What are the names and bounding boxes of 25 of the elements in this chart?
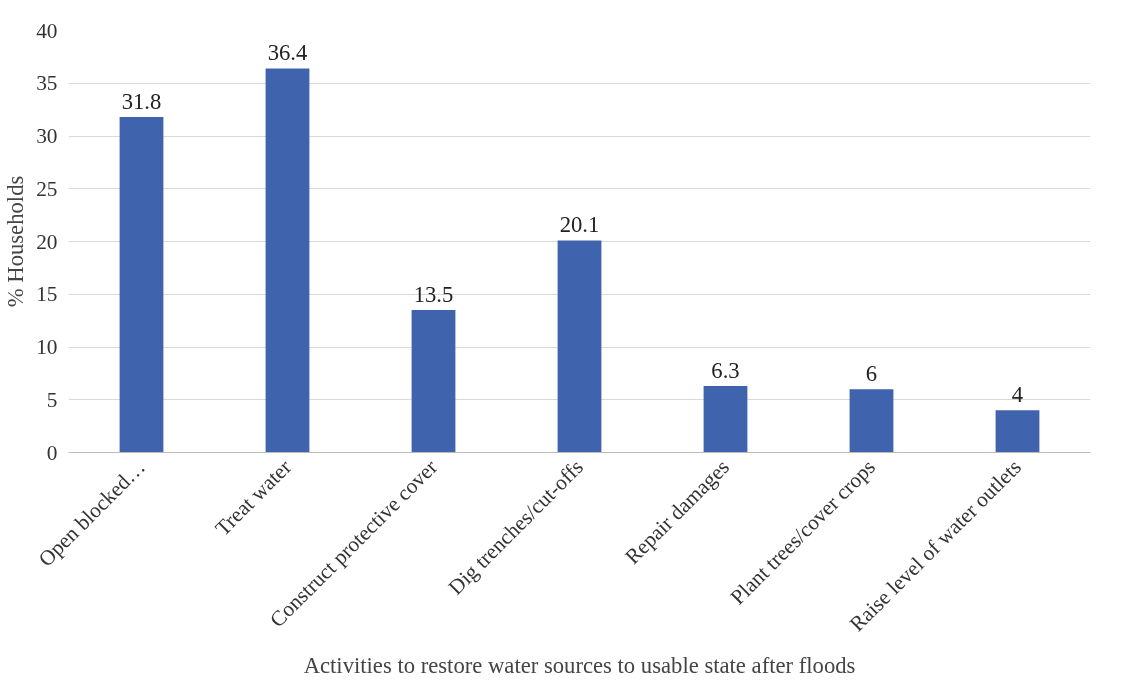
y-tick-label: 40 bbox=[36, 18, 58, 43]
y-tick-label: 20 bbox=[36, 229, 58, 254]
data-label: 6 bbox=[865, 361, 878, 387]
y-tick-label: 10 bbox=[36, 335, 58, 359]
bar bbox=[119, 117, 164, 453]
data-label: 13.5 bbox=[413, 282, 454, 308]
bar bbox=[995, 410, 1040, 453]
bar bbox=[703, 386, 748, 453]
data-label: 36.4 bbox=[267, 40, 308, 66]
y-tick-label: 0 bbox=[46, 440, 58, 465]
bar bbox=[265, 68, 310, 453]
y-tick-label: 25 bbox=[36, 176, 58, 201]
y-axis-title: % Households bbox=[3, 175, 29, 308]
data-label: 31.8 bbox=[121, 89, 162, 115]
y-tick-label: 30 bbox=[36, 124, 58, 148]
y-tick-label: 5 bbox=[46, 387, 58, 412]
bar bbox=[557, 240, 602, 453]
y-tick-label: 35 bbox=[36, 71, 58, 96]
data-label: 6.3 bbox=[711, 358, 740, 384]
data-label: 4 bbox=[1011, 382, 1024, 408]
x-axis-title: Activities to restore water sources to usable state after floods bbox=[303, 652, 856, 678]
bar bbox=[849, 389, 894, 453]
bar bbox=[411, 310, 456, 453]
data-label: 20.1 bbox=[559, 212, 600, 238]
y-tick-label: 15 bbox=[36, 282, 58, 307]
